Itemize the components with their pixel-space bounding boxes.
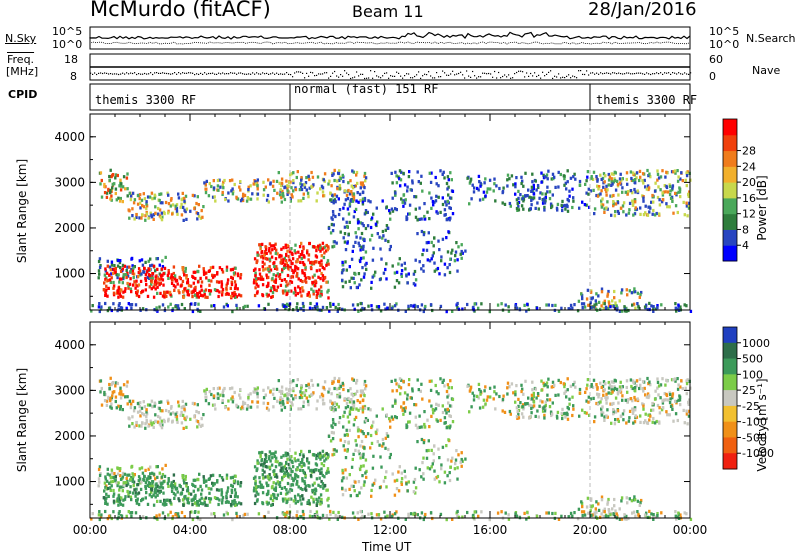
- power-colorbar-swatch: [723, 166, 737, 183]
- velocity-colorbar-swatch: [723, 437, 737, 454]
- power-data-cells: [90, 168, 693, 314]
- nsearch-label: N.Search: [746, 32, 796, 45]
- power-colorbar-swatch: [723, 197, 737, 215]
- nave-dots: [90, 70, 692, 80]
- velocity-colorbar-tick-label: 1000: [742, 337, 770, 350]
- freq-unit-label: [MHz]: [6, 65, 39, 78]
- velocity-colorbar-tick-label: 500: [742, 353, 763, 366]
- velocity-ytick-label: 3000: [54, 383, 85, 397]
- nsearch-tick-low: 10^0: [709, 38, 740, 51]
- power-ytick-label: 2000: [54, 221, 85, 235]
- time-tick-label: 20:00: [573, 523, 608, 537]
- power-ytick-label: 3000: [54, 175, 85, 189]
- time-tick-label: 00:00: [73, 523, 108, 537]
- time-tick-label: 00:00: [673, 523, 708, 537]
- velocity-colorbar-swatch: [723, 453, 737, 470]
- cpid-segment-2: normal (fast) 151 RF: [294, 82, 439, 96]
- velocity-colorbar-tick-label: -100: [742, 416, 767, 429]
- power-colorbar-swatch: [723, 134, 737, 152]
- power-colorbar-swatch: [723, 245, 737, 262]
- cpid-label: CPID: [8, 88, 38, 101]
- power-colorbar-tick-label: 28: [742, 145, 756, 158]
- nsky-label: N.Sky: [5, 32, 37, 45]
- velocity-colorbar-swatch: [723, 390, 737, 407]
- velocity-colorbar-swatch: [723, 374, 737, 391]
- beam-label: Beam 11: [352, 2, 424, 21]
- nave-tick-low: 0: [709, 70, 716, 83]
- nsky-tick-low: 10^0: [52, 38, 83, 51]
- velocity-ytick-label: 1000: [54, 475, 85, 489]
- freq-tick-low: 8: [70, 70, 77, 83]
- power-colorbar-tick-label: 20: [742, 176, 756, 189]
- power-ytick-label: 1000: [54, 267, 85, 281]
- station-title: McMurdo (fitACF): [90, 0, 271, 21]
- nave-label: Nave: [752, 64, 781, 77]
- nsky-tick-high: 10^5: [52, 25, 83, 38]
- power-colorbar-tick-label: 4: [742, 239, 749, 252]
- velocity-colorbar-swatch: [723, 358, 737, 375]
- velocity-colorbar-swatch: [723, 421, 737, 438]
- time-tick-label: 08:00: [273, 523, 308, 537]
- power-colorbar-swatch: [723, 150, 737, 167]
- power-colorbar-tick-label: 24: [742, 160, 756, 173]
- nsearch-tick-high: 10^5: [709, 25, 740, 38]
- power-colorbar-tick-label: 12: [742, 208, 756, 221]
- velocity-colorbar-swatch: [723, 342, 737, 360]
- time-tick-label: 12:00: [373, 523, 408, 537]
- time-tick-label: 04:00: [173, 523, 208, 537]
- nsky-trace: [89, 31, 691, 40]
- time-tick-label: 16:00: [473, 523, 508, 537]
- nsearch-trace: [89, 41, 691, 45]
- power-colorbar-tick-label: 16: [742, 192, 756, 205]
- velocity-colorbar-tick-label: -500: [742, 431, 767, 444]
- velocity-colorbar-tick-label: -25: [742, 400, 760, 413]
- freq-label: Freq.: [7, 53, 35, 66]
- velocity-colorbar-swatch: [723, 405, 737, 423]
- cpid-panel-frame: [89, 83, 691, 111]
- power-ytick-label: 4000: [54, 130, 85, 144]
- time-axis-label: Time UT: [362, 540, 412, 554]
- velocity-colorbar-tick-label: 100: [742, 368, 763, 381]
- velocity-colorbar-tick-label: 25: [742, 384, 756, 397]
- power-colorbar-frame: [722, 118, 738, 262]
- velocity-ytick-label: 4000: [54, 338, 85, 352]
- power-colorbar-tick-label: 8: [742, 223, 749, 236]
- velocity-colorbar-frame: [722, 326, 738, 470]
- velocity-colorbar-tick-label: -1000: [742, 447, 774, 460]
- velocity-data-cells: [90, 376, 693, 522]
- power-colorbar-swatch: [723, 213, 737, 230]
- freq-tick-high: 18: [64, 53, 78, 66]
- nave-tick-high: 60: [709, 53, 723, 66]
- power-colorbar-swatch: [723, 229, 737, 246]
- date-label: 28/Jan/2016: [588, 0, 697, 20]
- power-colorbar-swatch: [723, 182, 737, 199]
- velocity-colorbar-swatch: [723, 327, 737, 344]
- power-colorbar-swatch: [723, 119, 737, 136]
- velocity-ytick-label: 2000: [54, 429, 85, 443]
- cpid-segment-3: themis 3300 RF: [596, 93, 698, 107]
- cpid-segment-1: themis 3300 RF: [95, 93, 197, 107]
